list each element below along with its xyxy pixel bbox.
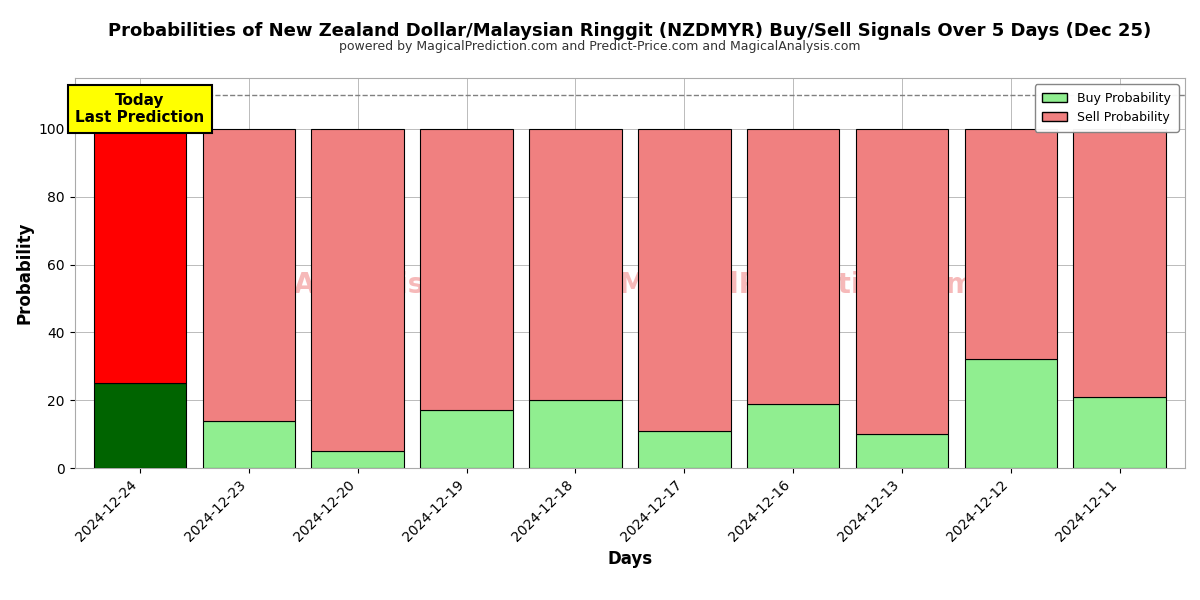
Bar xyxy=(856,129,948,434)
Bar xyxy=(94,129,186,383)
Bar xyxy=(746,129,839,404)
Bar xyxy=(312,129,404,451)
Bar xyxy=(746,404,839,468)
Legend: Buy Probability, Sell Probability: Buy Probability, Sell Probability xyxy=(1034,84,1178,131)
Bar xyxy=(529,129,622,400)
Bar xyxy=(94,383,186,468)
Text: calAnalysis.com: calAnalysis.com xyxy=(250,271,499,299)
Bar xyxy=(420,129,512,410)
X-axis label: Days: Days xyxy=(607,550,653,568)
Title: Probabilities of New Zealand Dollar/Malaysian Ringgit (NZDMYR) Buy/Sell Signals : Probabilities of New Zealand Dollar/Mala… xyxy=(108,22,1152,40)
Bar xyxy=(965,129,1057,359)
Bar xyxy=(638,129,731,431)
Bar xyxy=(1074,129,1166,397)
Bar xyxy=(203,421,295,468)
Bar xyxy=(312,451,404,468)
Bar xyxy=(1074,397,1166,468)
Bar xyxy=(638,431,731,468)
Bar xyxy=(203,129,295,421)
Text: powered by MagicalPrediction.com and Predict-Price.com and MagicalAnalysis.com: powered by MagicalPrediction.com and Pre… xyxy=(340,40,860,53)
Bar xyxy=(529,400,622,468)
Y-axis label: Probability: Probability xyxy=(16,222,34,324)
Text: MagicalPrediction.com: MagicalPrediction.com xyxy=(618,271,974,299)
Bar xyxy=(856,434,948,468)
Bar xyxy=(420,410,512,468)
Bar xyxy=(965,359,1057,468)
Text: Today
Last Prediction: Today Last Prediction xyxy=(76,93,204,125)
